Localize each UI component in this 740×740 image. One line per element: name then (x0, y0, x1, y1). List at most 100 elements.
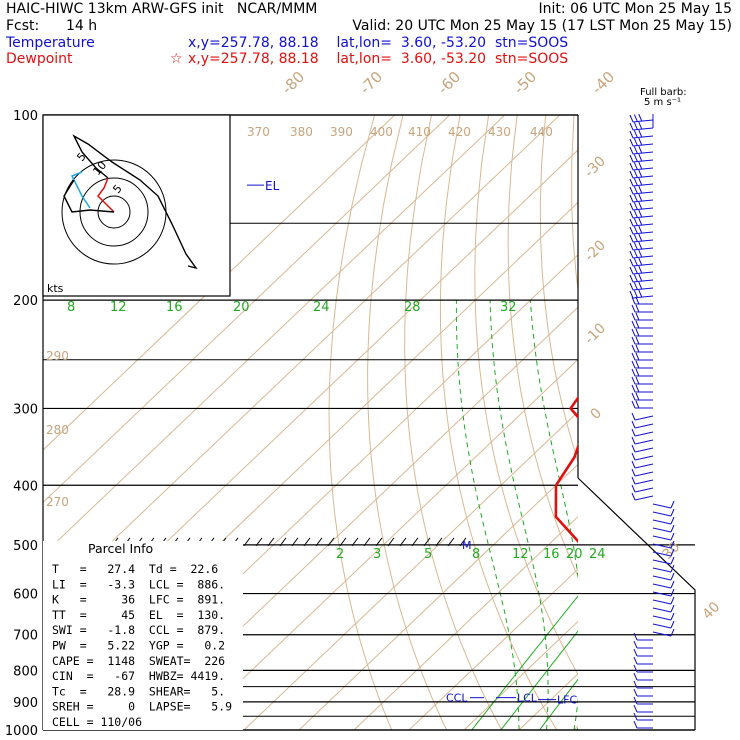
wind-barb (652, 516, 675, 525)
parcel-info-row: TT = 45 EL = 130. (52, 608, 225, 622)
isotherm-label: -10 (582, 320, 609, 347)
hatch-mark (423, 537, 431, 547)
barb-feather (631, 452, 636, 461)
barb-feather (638, 113, 643, 122)
barb-feather (635, 320, 640, 329)
barb-staff (632, 151, 654, 155)
barb-feather (638, 153, 643, 162)
barb-feather (629, 130, 634, 139)
barb-feather (633, 202, 638, 210)
barb-staff (632, 223, 654, 227)
wind-barb (652, 612, 675, 621)
wind-barb (631, 304, 653, 313)
wind-barb (631, 296, 653, 305)
moist-adiabat-line (684, 300, 740, 730)
potential-temperature-label: 380 (290, 125, 313, 139)
wind-barb (633, 672, 653, 681)
barb-feather (631, 296, 636, 305)
barb-feather (631, 412, 636, 421)
wind-barb (629, 281, 654, 291)
barb-staff (632, 255, 654, 259)
barb-feather (635, 304, 640, 313)
barb-feather (633, 688, 638, 697)
wind-barb (633, 688, 653, 697)
barb-staff (652, 543, 672, 549)
isotherm-label: -50 (510, 68, 540, 98)
barb-staff (652, 503, 672, 509)
parcel-info-row: T = 27.4 Td = 22.6 (52, 562, 218, 576)
barb-feather (670, 580, 675, 589)
potential-temperature-label: 400 (370, 125, 393, 139)
wind-barb (631, 420, 654, 429)
hatch-mark (243, 537, 251, 547)
barb-feather (670, 540, 675, 549)
wind-barb (652, 524, 675, 533)
barb-feather (633, 274, 638, 282)
barb-feather (629, 266, 634, 275)
barb-staff (634, 415, 654, 421)
barb-feather (633, 218, 638, 226)
potential-temperature-label: 270 (46, 495, 69, 509)
hatch-mark (459, 537, 467, 547)
potential-temperature-label: 370 (247, 125, 270, 139)
barb-feather (638, 209, 643, 218)
barb-feather (631, 312, 636, 321)
barb-feather (638, 137, 643, 146)
hatch-mark (435, 537, 443, 547)
barb-feather (670, 612, 675, 621)
barb-feather (633, 290, 638, 298)
barb-feather (670, 500, 675, 509)
header-valid: Valid: 20 UTC Mon 25 May 15 (17 LST Mon … (352, 18, 732, 34)
mixing-ratio-line (500, 630, 578, 730)
pressure-tick-label: 300 (13, 402, 38, 417)
wind-barb (633, 632, 653, 641)
mixing-ratio-line (471, 595, 578, 730)
wind-barb (631, 392, 653, 401)
el-label: EL (265, 179, 280, 193)
mixing-ratio-label: 8 (472, 547, 480, 562)
wind-barb (633, 696, 653, 705)
barb-feather (638, 145, 643, 154)
dry-adiabat-line (631, 115, 740, 730)
wind-barb (629, 265, 654, 275)
barb-feather (670, 620, 675, 629)
potential-temperature-label: 420 (448, 125, 471, 139)
wind-barb (629, 273, 654, 283)
hodograph-mid-level-trace (70, 171, 91, 209)
dry-adiabat-line (507, 115, 578, 578)
hatch-mark (327, 537, 335, 547)
mixing-ratio-line (671, 300, 740, 730)
moist-adiabat-line (489, 300, 549, 730)
barb-feather (631, 352, 636, 361)
wind-barb (631, 428, 654, 437)
isotherm-line (43, 115, 451, 504)
wind-barb (652, 564, 675, 573)
barb-feather (635, 400, 640, 409)
dry-adiabat-line (328, 115, 393, 730)
parcel-info-box (43, 541, 243, 730)
mixing-ratio-label: 20 (566, 547, 583, 562)
temperature-location-info: x,y=257.78, 88.18 lat,lon= 3.60, -53.20 … (188, 35, 569, 51)
barb-feather (635, 312, 640, 321)
hatch-mark (255, 537, 263, 547)
isotherm-label: 40 (700, 599, 724, 623)
barb-feather (629, 194, 634, 203)
barb-staff (632, 167, 654, 171)
wind-barb (629, 153, 654, 163)
isotherm-line (43, 115, 561, 608)
barb-staff (634, 447, 654, 453)
wind-barb (652, 572, 675, 581)
barb-feather (631, 360, 636, 369)
barb-staff (652, 559, 672, 565)
barb-feather (629, 250, 634, 259)
barb-feather (670, 588, 675, 597)
header-init: Init: 06 UTC Mon 25 May 15 (538, 1, 732, 17)
wind-barb (629, 129, 654, 139)
pressure-tick-label: 200 (13, 294, 38, 309)
dry-adiabat-line (474, 115, 578, 676)
barb-feather (631, 344, 636, 353)
barb-feather (633, 226, 638, 234)
barb-feather (635, 392, 640, 401)
barb-feather (631, 368, 636, 377)
wind-barb (652, 556, 675, 565)
